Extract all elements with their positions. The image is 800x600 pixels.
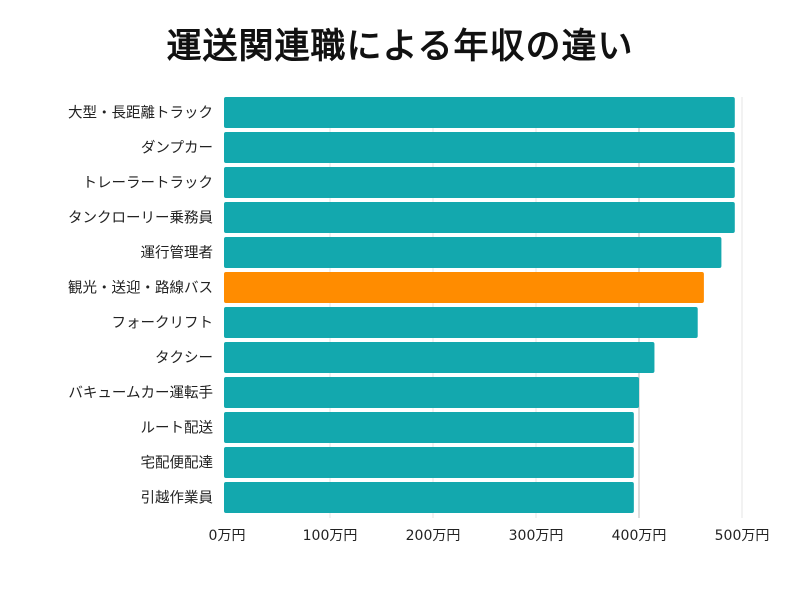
bar	[224, 342, 655, 373]
bar	[224, 237, 722, 268]
bar	[224, 412, 634, 443]
category-label: フォークリフト	[112, 315, 214, 332]
category-label: 大型・長距離トラック	[68, 104, 213, 122]
bar	[224, 482, 634, 513]
bar	[224, 132, 735, 163]
bar	[224, 447, 634, 478]
category-label: タクシー	[155, 350, 213, 367]
category-label: ルート配送	[141, 420, 214, 437]
x-tick-label: 500万円	[715, 528, 770, 544]
chart-title: 運送関連職による年収の違い	[166, 27, 634, 67]
x-tick-label: 400万円	[612, 528, 667, 544]
bar	[224, 97, 735, 128]
x-tick-label: 0万円	[209, 528, 246, 544]
category-label: 宅配便配達	[141, 455, 214, 472]
bar	[224, 167, 735, 198]
category-label: 運行管理者	[141, 245, 214, 262]
category-label: 観光・送迎・路線バス	[68, 280, 213, 297]
bar	[224, 202, 735, 233]
bar	[224, 377, 639, 408]
category-label: ダンプカー	[141, 140, 213, 157]
x-tick-label: 100万円	[303, 528, 358, 544]
bar	[224, 307, 698, 338]
x-tick-label: 200万円	[406, 528, 461, 544]
x-tick-label: 300万円	[509, 528, 564, 544]
category-label: バキュームカー運転手	[68, 385, 213, 402]
category-label: トレーラートラック	[83, 175, 214, 192]
bar	[224, 272, 704, 303]
category-label: タンクローリー乗務員	[68, 210, 213, 227]
category-label: 引越作業員	[141, 490, 214, 507]
